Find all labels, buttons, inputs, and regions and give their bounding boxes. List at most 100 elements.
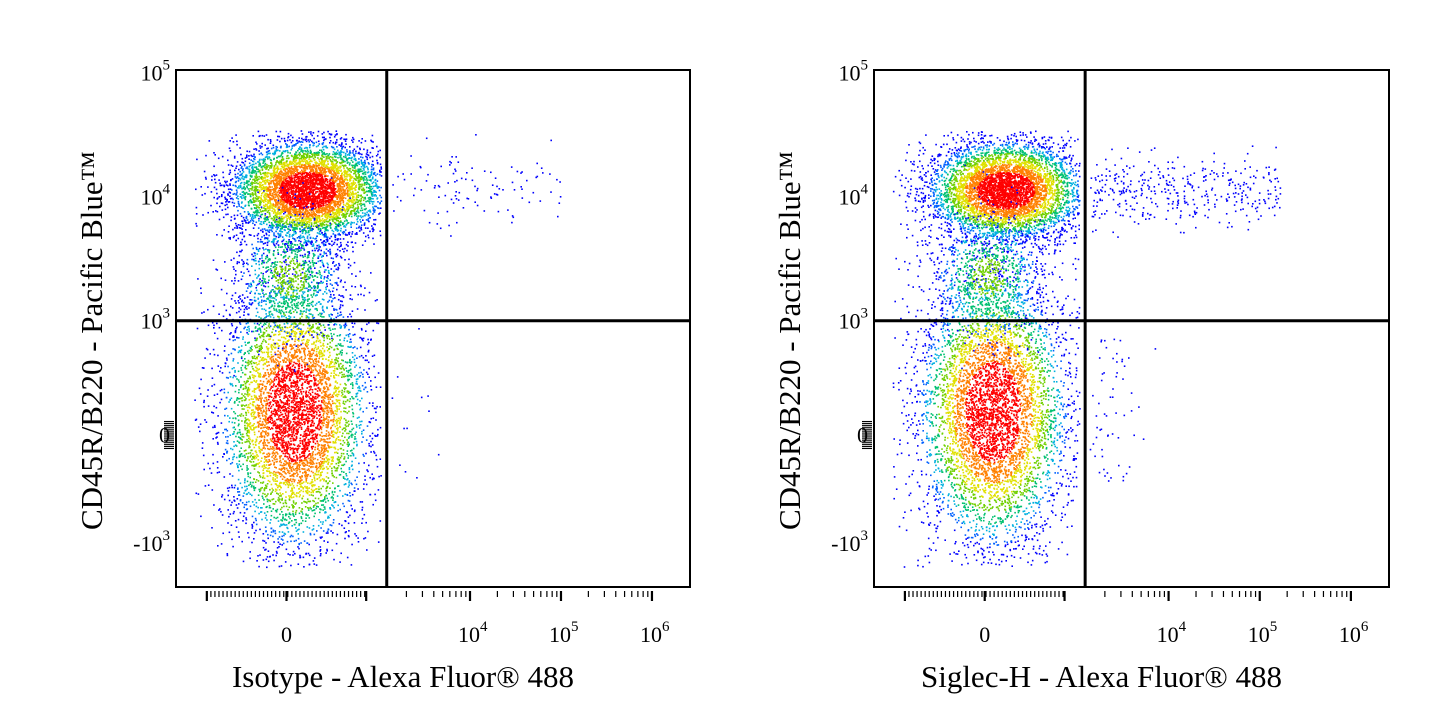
event-dot (346, 154, 349, 156)
event-dot (353, 169, 355, 172)
event-dot (329, 142, 331, 144)
event-dot (337, 167, 340, 169)
event-dot (336, 230, 339, 232)
event-dot (313, 137, 315, 140)
event-dot (287, 215, 289, 218)
event-dot (262, 162, 264, 164)
event-dot (342, 186, 344, 188)
event-dot (317, 226, 320, 228)
event-dot (299, 213, 302, 216)
event-dot (284, 191, 286, 193)
event-dot (379, 234, 382, 237)
event-dot (252, 222, 254, 225)
event-dot (323, 190, 325, 193)
event-dot (315, 187, 317, 190)
event-dot (211, 179, 213, 181)
event-dot (326, 236, 329, 239)
event-dot (299, 209, 302, 211)
event-dot (329, 203, 332, 205)
event-dot (263, 194, 266, 196)
event-dot (264, 166, 266, 169)
event-dot (301, 159, 303, 161)
event-dot (270, 167, 273, 169)
event-dot (257, 161, 259, 163)
event-dot (270, 175, 273, 178)
event-dot (315, 181, 317, 183)
event-dot (328, 182, 331, 185)
event-dot (235, 239, 237, 242)
event-dot (218, 179, 220, 181)
event-dot (316, 171, 318, 174)
event-dot (341, 164, 344, 167)
event-dot (264, 209, 266, 212)
event-dot (301, 156, 304, 159)
event-dot (277, 224, 279, 227)
event-dot (308, 190, 311, 193)
event-dot (292, 219, 294, 221)
event-dot (352, 204, 354, 206)
event-dot (300, 240, 302, 243)
event-dot (287, 171, 289, 173)
event-dot (353, 148, 356, 151)
event-dot (336, 153, 338, 155)
event-dot (359, 200, 362, 203)
event-dot (349, 204, 352, 207)
event-dot (248, 162, 251, 164)
event-dot (316, 135, 319, 137)
event-dot (248, 204, 250, 207)
event-dot (316, 152, 319, 155)
event-dot (236, 227, 238, 229)
event-dot (269, 139, 272, 141)
event-dot (378, 207, 380, 210)
event-dot (276, 225, 278, 228)
event-dot (363, 165, 366, 167)
event-dot (264, 179, 267, 181)
event-dot (276, 187, 279, 189)
event-dot (283, 161, 286, 164)
event-dot (363, 224, 366, 226)
event-dot (308, 227, 311, 229)
event-dot (252, 219, 254, 221)
event-dot (313, 212, 315, 214)
event-dot (342, 188, 345, 191)
event-dot (291, 215, 293, 217)
event-dot (300, 144, 303, 146)
event-dot (320, 239, 322, 241)
event-dot (303, 229, 306, 231)
event-dot (302, 202, 304, 204)
event-dot (375, 195, 377, 197)
event-dot (282, 181, 284, 183)
event-dot (273, 218, 275, 221)
event-dot (324, 186, 327, 188)
event-dot (268, 188, 270, 191)
event-dot (358, 140, 360, 142)
event-dot (337, 233, 340, 236)
event-dot (351, 231, 354, 233)
event-dot (239, 147, 241, 149)
event-dot (238, 185, 240, 188)
event-dot (319, 175, 322, 177)
event-dot (335, 151, 338, 154)
event-dot (275, 161, 278, 163)
event-dot (301, 207, 303, 210)
event-dot (332, 206, 335, 209)
event-dot (332, 177, 334, 179)
event-dot (258, 189, 261, 192)
event-dot (287, 223, 289, 226)
event-dot (343, 208, 345, 210)
event-dot (347, 202, 349, 205)
event-dot (295, 225, 298, 227)
event-dot (313, 173, 316, 175)
event-dot (255, 174, 258, 177)
event-dot (264, 214, 266, 217)
event-dot (323, 145, 325, 148)
event-dot (336, 243, 338, 246)
event-dot (257, 214, 259, 217)
event-dot (252, 201, 255, 203)
event-dot (313, 178, 316, 180)
event-dot (345, 178, 347, 180)
event-dot (295, 223, 298, 225)
event-dot (332, 179, 334, 182)
event-dot (281, 208, 283, 211)
event-dot (276, 241, 279, 243)
